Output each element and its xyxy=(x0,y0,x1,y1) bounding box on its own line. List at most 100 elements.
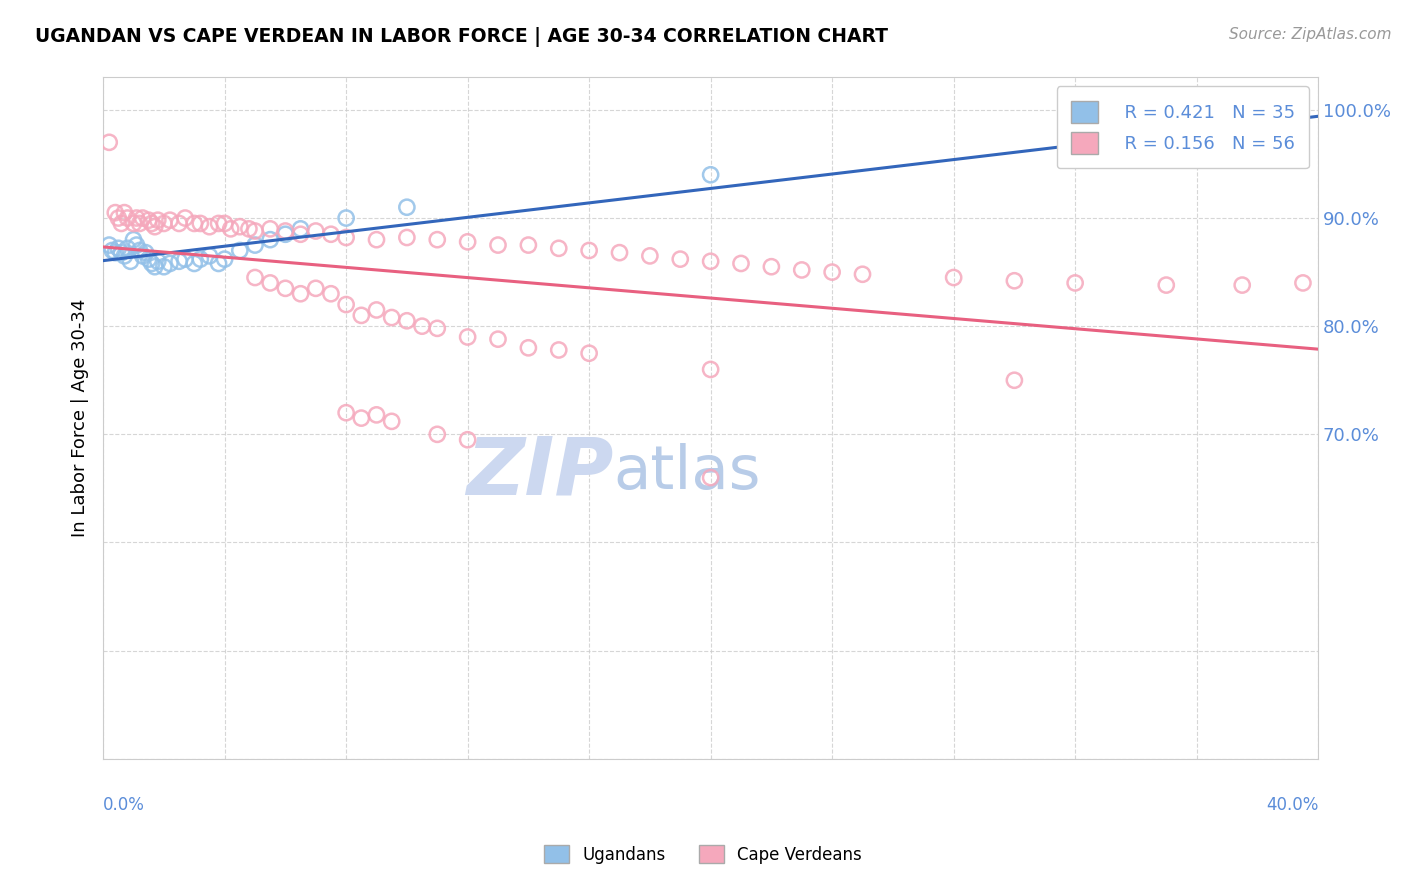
Point xyxy=(486,332,509,346)
Point xyxy=(117,211,139,225)
Point xyxy=(578,244,600,258)
Point xyxy=(143,260,166,274)
Point xyxy=(699,254,721,268)
Text: atlas: atlas xyxy=(613,443,761,502)
Point xyxy=(120,254,142,268)
Point xyxy=(174,252,197,267)
Point xyxy=(335,297,357,311)
Text: ZIP: ZIP xyxy=(465,434,613,512)
Point xyxy=(1064,276,1087,290)
Point xyxy=(426,233,449,247)
Point xyxy=(238,222,260,236)
Legend: Ugandans, Cape Verdeans: Ugandans, Cape Verdeans xyxy=(537,838,869,871)
Point xyxy=(159,213,181,227)
Point xyxy=(381,310,404,325)
Point xyxy=(699,470,721,484)
Point xyxy=(122,216,145,230)
Point xyxy=(517,341,540,355)
Text: UGANDAN VS CAPE VERDEAN IN LABOR FORCE | AGE 30-34 CORRELATION CHART: UGANDAN VS CAPE VERDEAN IN LABOR FORCE |… xyxy=(35,27,889,46)
Point xyxy=(305,281,328,295)
Point xyxy=(128,216,150,230)
Point xyxy=(366,408,388,422)
Point xyxy=(350,411,373,425)
Point xyxy=(229,219,252,234)
Point xyxy=(1002,274,1025,288)
Point xyxy=(761,260,783,274)
Point xyxy=(159,256,181,270)
Point xyxy=(1292,276,1315,290)
Point xyxy=(122,233,145,247)
Point xyxy=(259,233,281,247)
Point xyxy=(851,267,873,281)
Point xyxy=(167,216,190,230)
Point xyxy=(1230,278,1253,293)
Point xyxy=(411,319,433,334)
Point xyxy=(98,136,121,150)
Point xyxy=(669,252,692,267)
Point xyxy=(699,168,721,182)
Point xyxy=(942,270,965,285)
Point xyxy=(229,244,252,258)
Point xyxy=(112,205,135,219)
Point xyxy=(290,222,312,236)
Point xyxy=(131,249,153,263)
Point xyxy=(730,256,752,270)
Point xyxy=(183,256,205,270)
Point xyxy=(141,216,163,230)
Point xyxy=(350,309,373,323)
Point xyxy=(426,427,449,442)
Point xyxy=(243,238,266,252)
Point xyxy=(290,227,312,242)
Point xyxy=(381,414,404,428)
Point xyxy=(135,245,157,260)
Point xyxy=(395,230,418,244)
Point xyxy=(188,252,211,267)
Point xyxy=(274,227,297,242)
Point xyxy=(128,244,150,258)
Point xyxy=(101,244,124,258)
Point xyxy=(305,224,328,238)
Point xyxy=(821,265,844,279)
Point xyxy=(638,249,661,263)
Point xyxy=(110,216,132,230)
Point xyxy=(486,238,509,252)
Point xyxy=(1246,124,1268,138)
Point xyxy=(1154,278,1177,293)
Point xyxy=(188,216,211,230)
Point xyxy=(335,230,357,244)
Point xyxy=(131,211,153,225)
Point xyxy=(699,362,721,376)
Point xyxy=(335,406,357,420)
Text: 0.0%: 0.0% xyxy=(103,797,145,814)
Point xyxy=(457,330,479,344)
Point xyxy=(143,219,166,234)
Point xyxy=(214,252,236,267)
Point xyxy=(207,216,229,230)
Y-axis label: In Labor Force | Age 30-34: In Labor Force | Age 30-34 xyxy=(72,299,89,537)
Point xyxy=(125,211,148,225)
Point xyxy=(198,219,221,234)
Point xyxy=(167,254,190,268)
Point xyxy=(457,433,479,447)
Point xyxy=(426,321,449,335)
Point xyxy=(138,213,160,227)
Text: 40.0%: 40.0% xyxy=(1265,797,1319,814)
Point xyxy=(274,224,297,238)
Point xyxy=(319,227,342,242)
Point xyxy=(107,211,129,225)
Point xyxy=(335,211,357,225)
Point xyxy=(319,286,342,301)
Point xyxy=(1002,373,1025,387)
Point xyxy=(117,241,139,255)
Point xyxy=(112,249,135,263)
Point xyxy=(790,263,813,277)
Point xyxy=(110,245,132,260)
Point xyxy=(104,205,127,219)
Point xyxy=(174,211,197,225)
Point xyxy=(517,238,540,252)
Point xyxy=(243,224,266,238)
Point xyxy=(547,343,569,357)
Point xyxy=(366,302,388,317)
Point xyxy=(104,245,127,260)
Point xyxy=(547,241,569,255)
